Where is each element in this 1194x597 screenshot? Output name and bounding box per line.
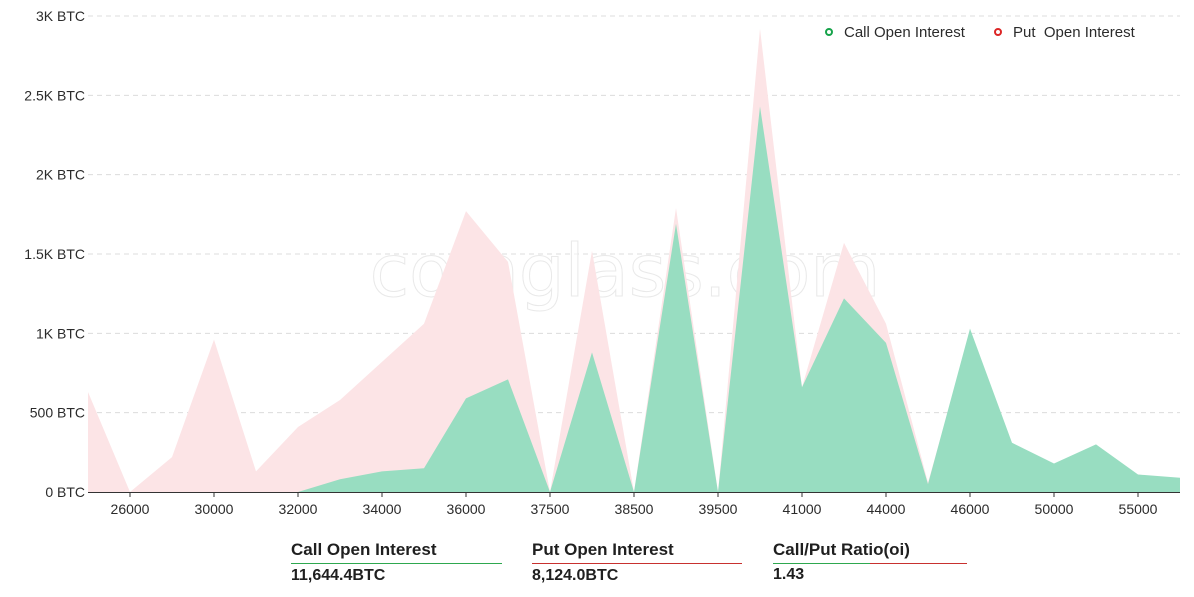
y-tick-label: 1.5K BTC (24, 246, 85, 262)
call-oi-value: 11,644.4BTC (291, 567, 386, 584)
x-tick-label: 36000 (447, 501, 486, 517)
put-oi-underline (532, 563, 742, 564)
x-tick-label: 46000 (951, 501, 990, 517)
put-oi-value: 8,124.0BTC (532, 567, 619, 584)
x-tick-label: 32000 (279, 501, 318, 517)
y-tick-label: 2K BTC (36, 167, 85, 183)
legend-put-dot-icon (994, 28, 1002, 36)
legend: Call Open Interest Put Open Interest (825, 24, 1136, 41)
x-tick-label: 55000 (1119, 501, 1158, 517)
legend-call-dot-icon (825, 28, 833, 36)
call-oi-label: Call Open Interest (291, 540, 437, 559)
y-tick-label: 0 BTC (45, 484, 85, 500)
ratio-value: 1.43 (773, 566, 805, 583)
grid-lines (88, 15, 1180, 414)
x-tick-label: 26000 (111, 501, 150, 517)
put-oi-stat: Put Open Interest 8,124.0BTC (532, 537, 742, 587)
axes: 0 BTC 500 BTC 1K BTC 1.5K BTC 2K BTC 2.5K BTC… (24, 8, 1180, 517)
x-tick-label: 39500 (699, 501, 738, 517)
ratio-label: Call/Put Ratio(oi) (773, 540, 910, 559)
x-tick-label: 30000 (195, 501, 234, 517)
ratio-stat: Call/Put Ratio(oi) 1.43 (773, 537, 967, 587)
y-tick-label: 2.5K BTC (24, 87, 85, 103)
y-tick-label: 3K BTC (36, 8, 85, 24)
x-tick-label: 50000 (1035, 501, 1074, 517)
call-oi-underline (291, 563, 502, 564)
x-tick-label: 34000 (363, 501, 402, 517)
y-tick-label: 500 BTC (30, 405, 85, 421)
put-oi-label: Put Open Interest (532, 540, 674, 559)
series-areas (88, 28, 1180, 492)
y-tick-label: 1K BTC (36, 325, 85, 341)
legend-call-label: Call Open Interest (844, 24, 966, 41)
x-tick-label: 44000 (867, 501, 906, 517)
x-tick-label: 37500 (531, 501, 570, 517)
legend-item-call[interactable]: Call Open Interest (825, 24, 966, 41)
legend-item-put[interactable]: Put Open Interest (994, 24, 1136, 41)
call-oi-stat: Call Open Interest 11,644.4BTC (291, 537, 502, 587)
x-tick-label: 41000 (783, 501, 822, 517)
legend-put-label: Put Open Interest (1013, 24, 1136, 41)
series-area-put (88, 28, 1180, 492)
x-tick-label: 38500 (615, 501, 654, 517)
